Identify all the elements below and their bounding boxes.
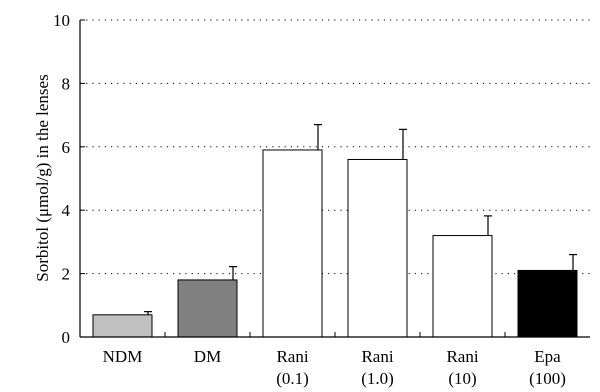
- category-sublabel: (100): [529, 369, 566, 388]
- grid-lines: [80, 19, 590, 275]
- y-tick-label: 8: [62, 74, 71, 93]
- y-axis-label: Sorbitol (μmol/g) in the lenses: [33, 74, 52, 281]
- category-label: Rani: [446, 347, 478, 366]
- category-label: Rani: [276, 347, 308, 366]
- error-bars: [144, 124, 577, 315]
- category-label: Epa: [534, 347, 561, 366]
- bar: [517, 269, 578, 338]
- bar: [262, 149, 323, 338]
- axes: [79, 19, 590, 338]
- category-sublabel: (10): [448, 369, 476, 388]
- bar: [92, 314, 153, 338]
- category-labels: NDM DM Rani (0.1) Rani (1.0) Rani (10) Epa (100): [103, 347, 566, 388]
- bars: [92, 149, 578, 338]
- bar: [347, 158, 408, 338]
- category-sublabel: (1.0): [361, 369, 394, 388]
- y-tick-label: 4: [62, 201, 71, 220]
- bar: [177, 279, 238, 338]
- category-label: Rani: [361, 347, 393, 366]
- category-label: DM: [194, 347, 221, 366]
- y-tick-label: 10: [53, 11, 70, 30]
- bar: [432, 235, 493, 338]
- category-sublabel: (0.1): [276, 369, 309, 388]
- y-tick-label: 2: [62, 265, 71, 284]
- tick-labels: 0 2 4 6 8 10: [53, 11, 71, 347]
- category-label: NDM: [103, 347, 143, 366]
- y-tick-label: 6: [62, 138, 71, 157]
- y-tick-label: 0: [62, 328, 71, 347]
